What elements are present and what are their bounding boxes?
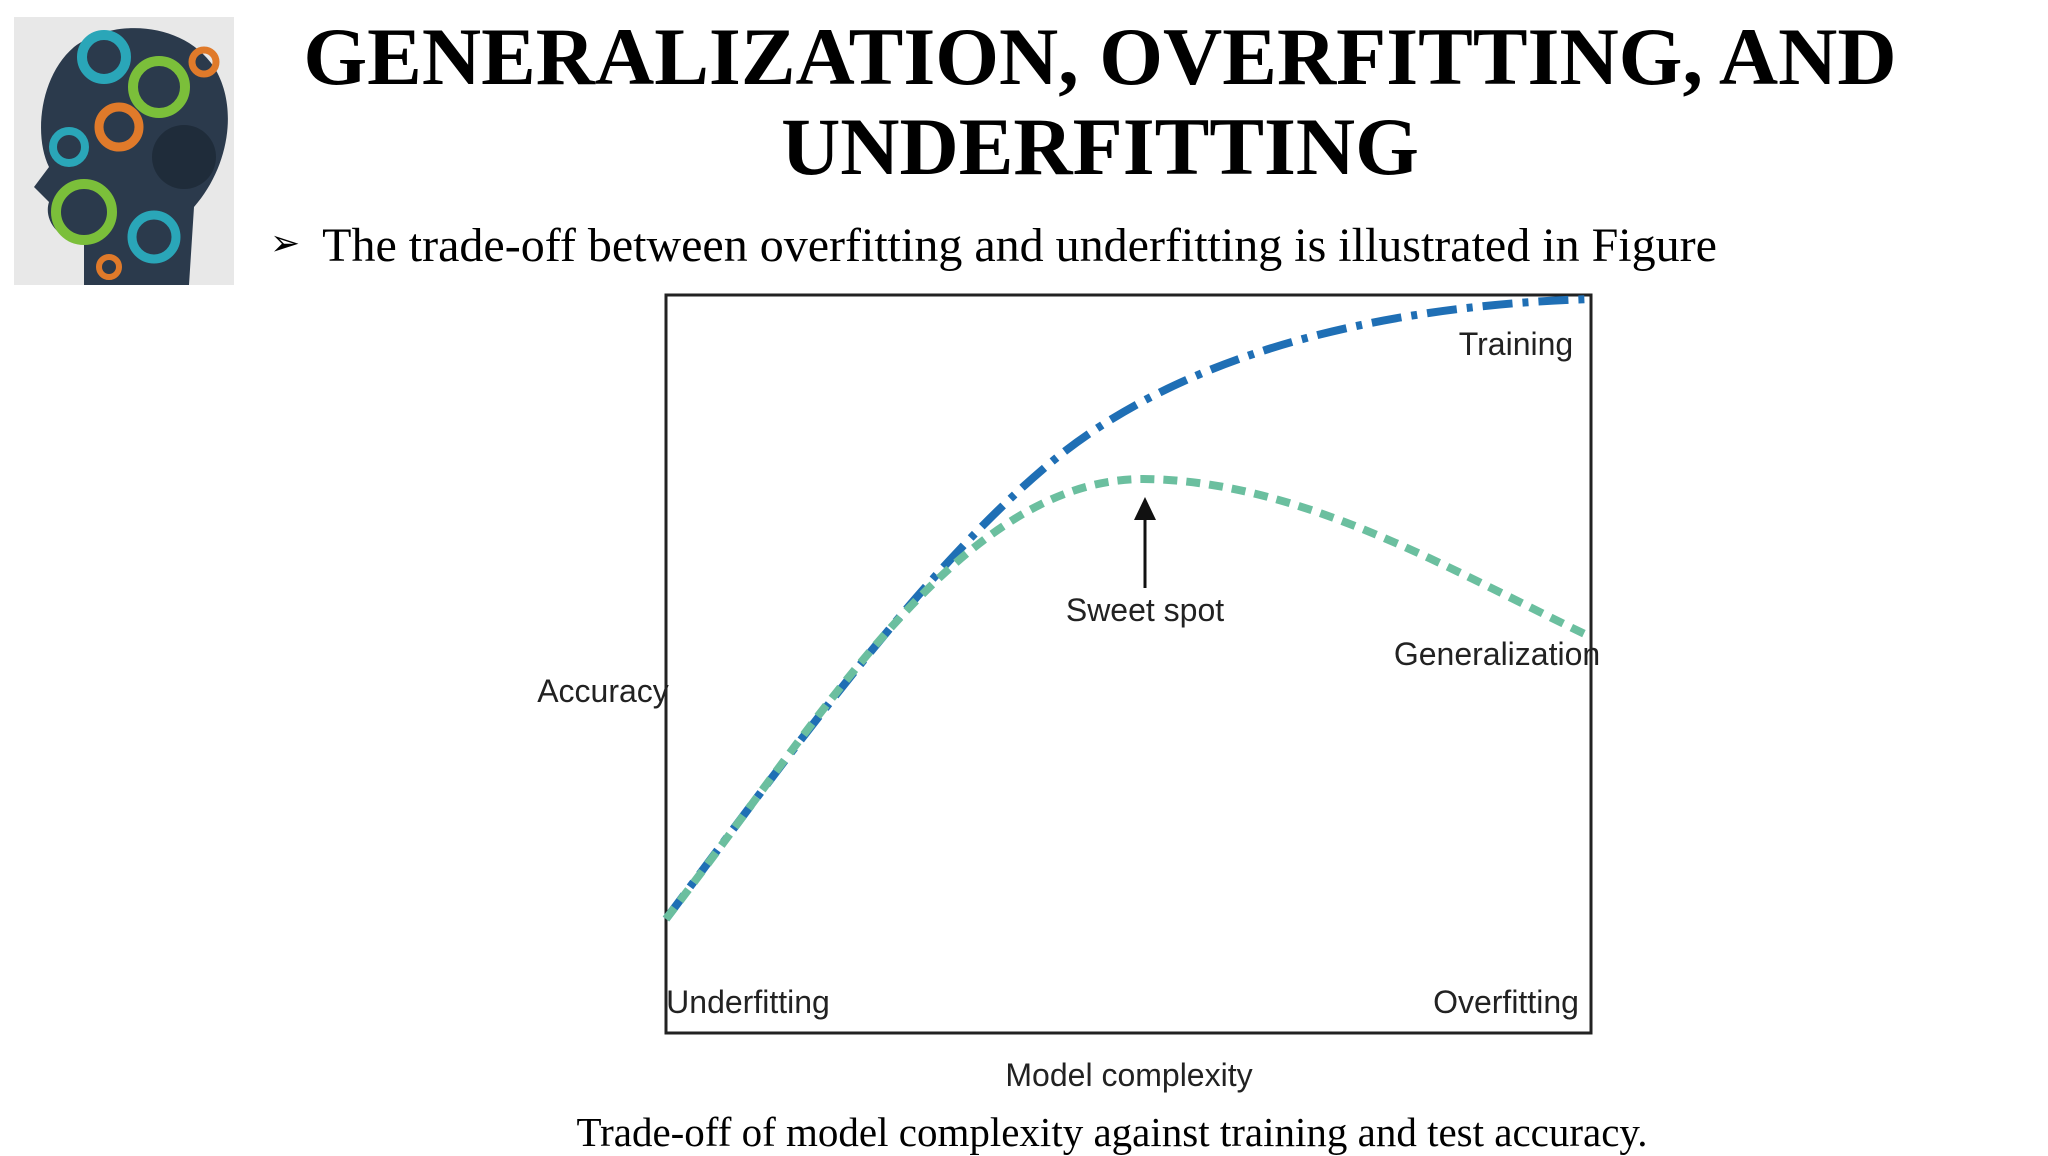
- bullet-arrow: ➢: [270, 223, 301, 264]
- plot-frame: [664, 293, 1593, 1035]
- region-label: Underfitting: [666, 984, 830, 1020]
- y-axis-label: Accuracy: [537, 673, 669, 709]
- generalization-curve: [662, 474, 1593, 922]
- head-icon: [14, 17, 234, 285]
- slide-title: GENERALIZATION, OVERFITTING, AND UNDERFI…: [303, 11, 1897, 192]
- region-label: Overfitting: [1433, 984, 1579, 1020]
- sweet-spot-label: Sweet spot: [1066, 592, 1224, 628]
- curve-label: Training: [1459, 326, 1573, 362]
- arrow-head: [1134, 497, 1156, 520]
- curve-label: Generalization: [1394, 636, 1600, 672]
- figure-caption: Trade-off of model complexity against tr…: [576, 1109, 1648, 1155]
- bullet-text: The trade-off between overfitting and un…: [322, 219, 1717, 272]
- bullet-point: ➢ The trade-off between overfitting and u…: [270, 218, 1717, 273]
- x-axis-label: Model complexity: [1005, 1057, 1252, 1093]
